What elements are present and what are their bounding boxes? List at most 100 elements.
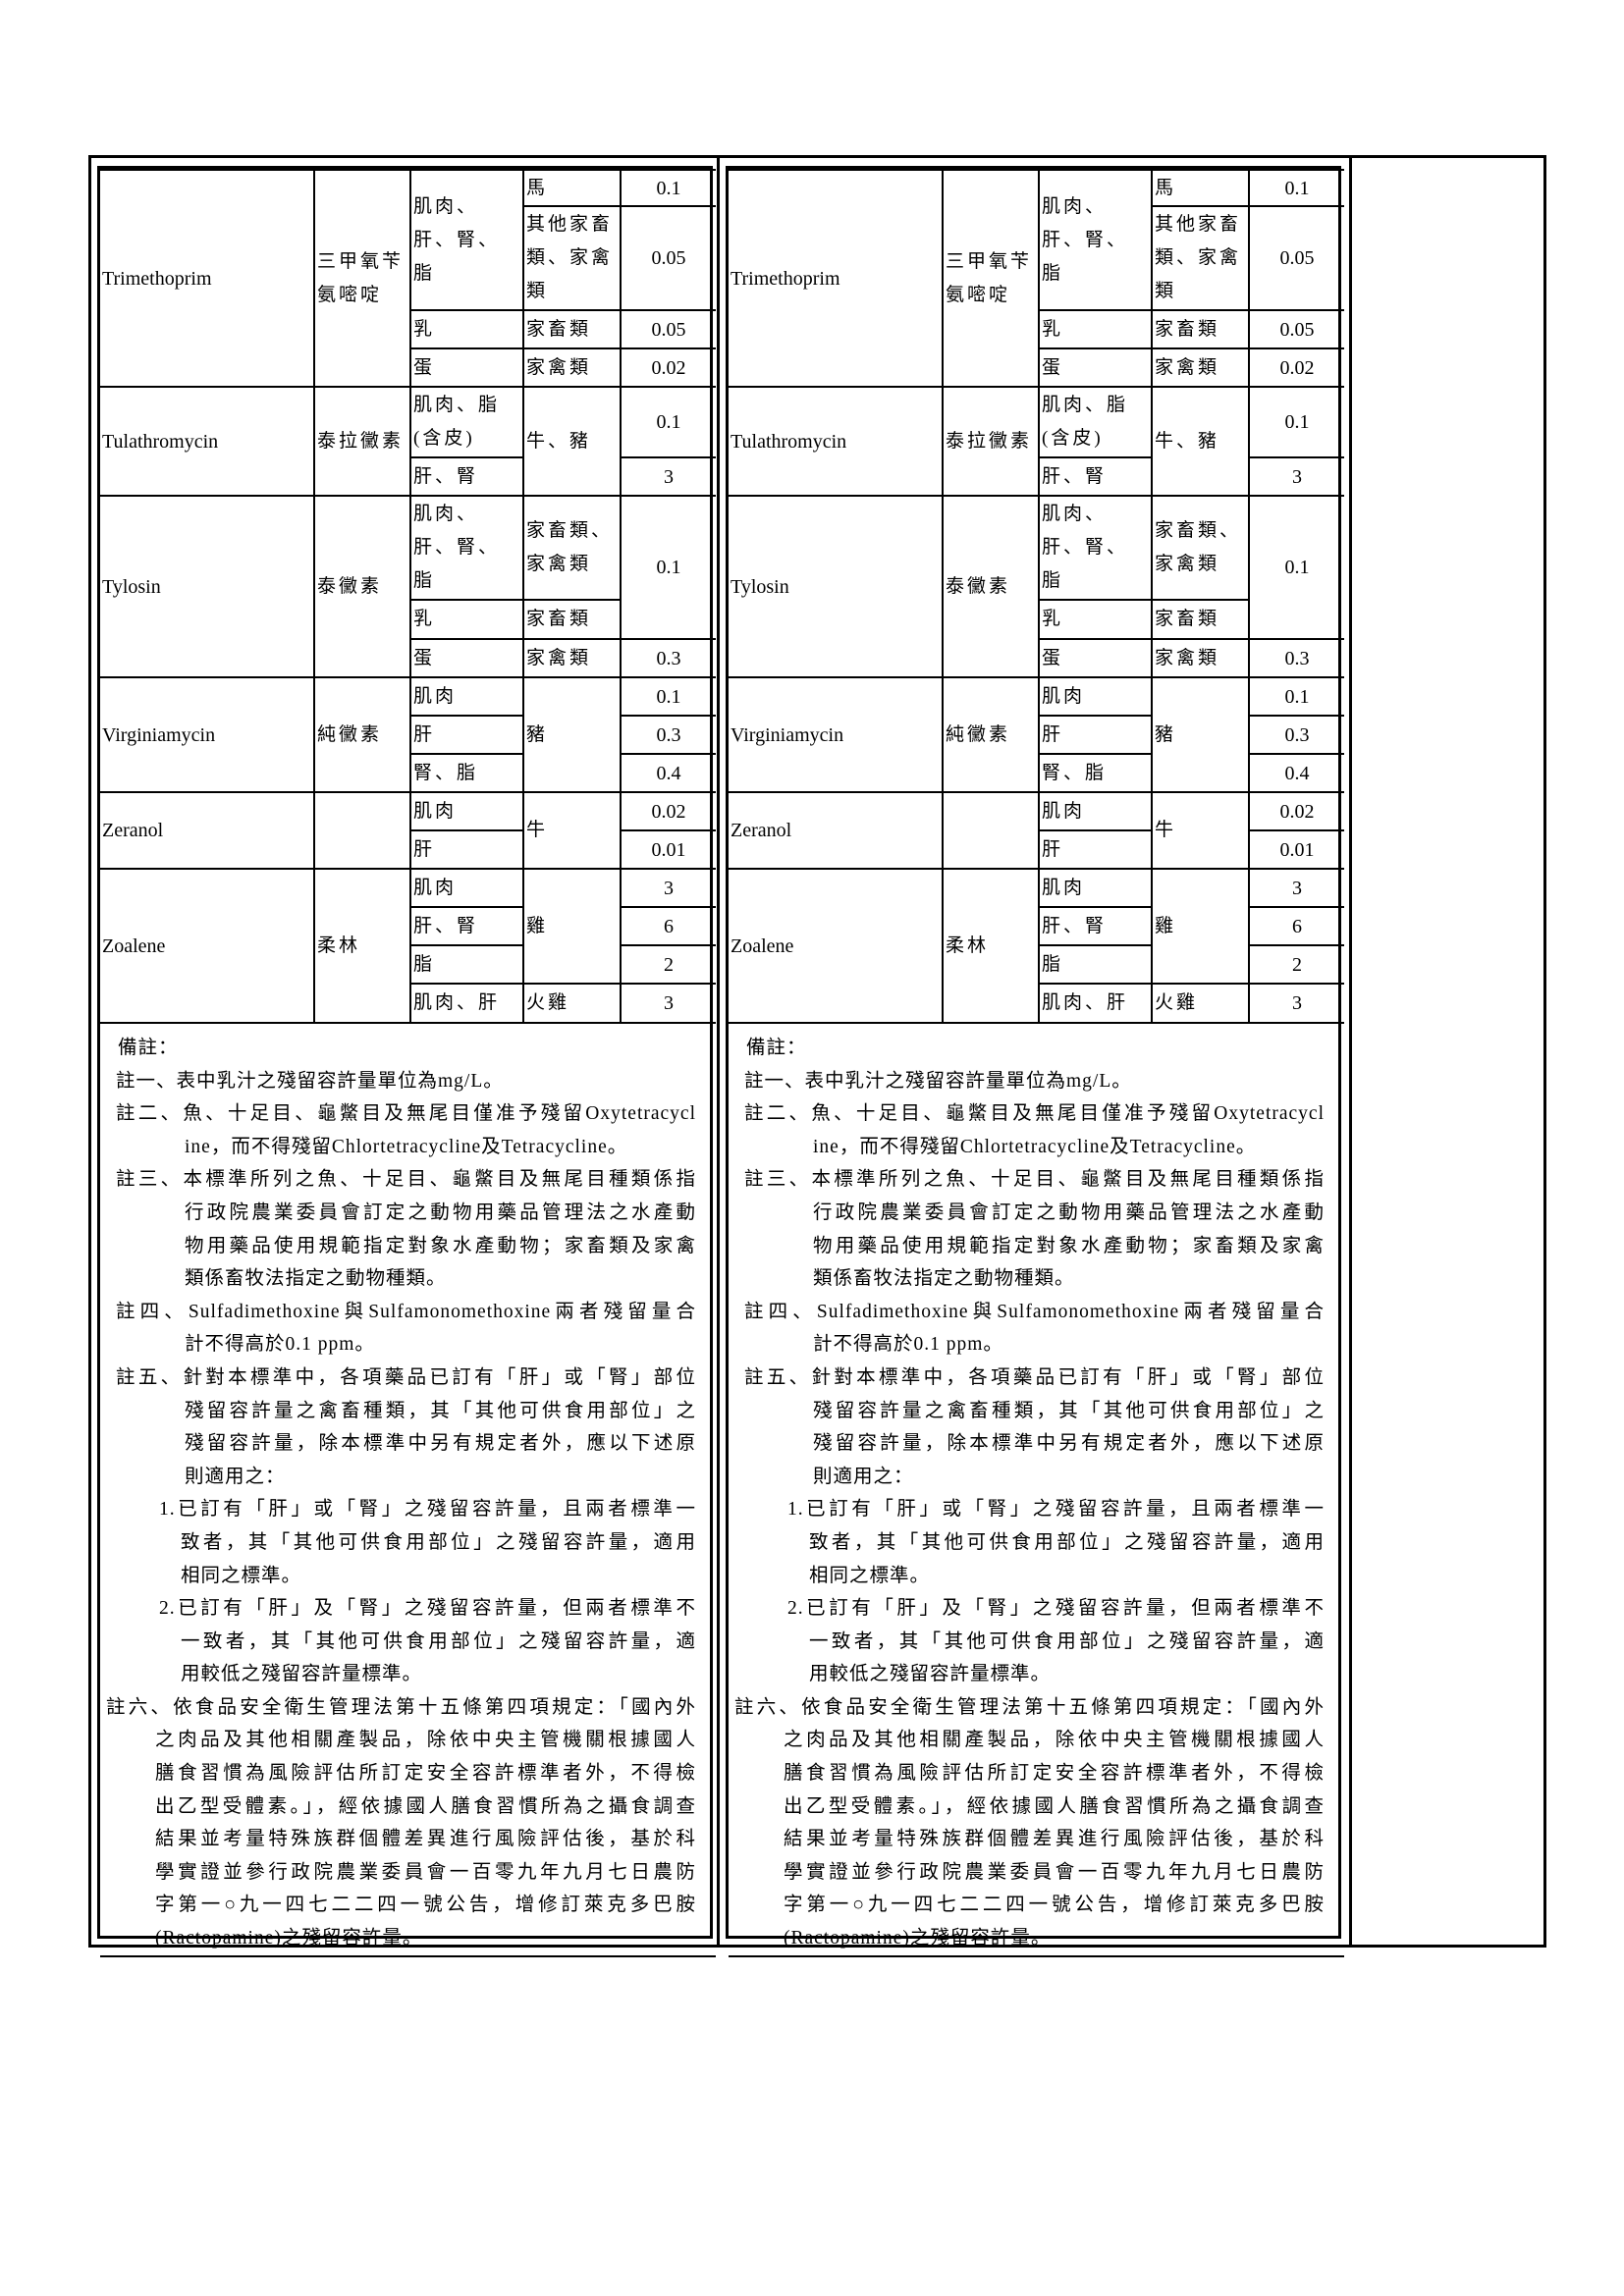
note-line: 註四、Sulfadimethoxine與Sulfamonomethoxine兩者… (744, 1296, 1325, 1329)
table-row: 蛋家禽類 0.3 (100, 638, 716, 678)
drug-name-zh: 泰拉黴素 (313, 386, 411, 497)
table-row: 肝、腎 6 (729, 906, 1344, 946)
note-line: 註六、依食品安全衛生管理法第十五條第四項規定：「國內外 (106, 1691, 696, 1725)
drug-name-en: Trimethoprim (729, 169, 944, 388)
table-row: 乳家畜類 0.05 (100, 309, 716, 349)
tissue-part: 肝、腎 (410, 906, 524, 946)
drug-name-zh: 柔林 (942, 868, 1040, 1024)
tissue-part: 肌肉、脂(含皮) (1038, 386, 1153, 458)
note-line: 結果並考量特殊族群個體差異進行風險評估後，基於科 (744, 1823, 1325, 1856)
note-label: 註三、 (116, 1169, 184, 1191)
tissue-part: 肌肉 (409, 676, 524, 717)
table-row: 肝 0.01 (729, 829, 1344, 870)
drug-name-zh: 泰黴素 (942, 495, 1040, 678)
table-row: Zeranol 肌肉牛 0.02 (729, 791, 1344, 870)
mrl-value: 0.05 (1248, 205, 1344, 311)
notes-cell: 備註： 註一、表中乳汁之殘留容許量單位為mg/L。 註二、魚、十足目、龜鱉目及無尾目… (100, 1022, 716, 1957)
note-text: 學實證並參行政院農業委員會一百零九年九月七日農防 (784, 1861, 1325, 1883)
mrl-value: 0.1 (1248, 676, 1344, 717)
mrl-table: Trimethoprim 三甲氧苄氨嘧啶 肌肉、肝、腎、脂馬 0.1 其他家畜類、家禽類… (100, 169, 716, 1957)
tissue-part: 肝、腎 (1039, 456, 1153, 497)
mrl-value: 0.1 (1248, 169, 1344, 207)
note-text: 類係畜牧法指定之動物種類。 (813, 1268, 1075, 1290)
table-row: Zoalene 柔林 肌肉雞 3 (100, 868, 716, 1024)
animal-type: 家畜類 (522, 309, 622, 349)
note-line: 之肉品及其他相關產製品，除依中央主管機關根據國人 (744, 1724, 1325, 1757)
table-row: 肝、腎 3 (729, 456, 1344, 497)
drug-name-zh (313, 791, 411, 870)
tissue-part: 肝、腎 (1039, 906, 1153, 946)
note-line: 註三、本標準所列之魚、十足目、龜鱉目及無尾目種類係指 (744, 1163, 1325, 1197)
note-line: 註四、Sulfadimethoxine與Sulfamonomethoxine兩者… (116, 1296, 696, 1329)
tissue-part: 乳 (1039, 309, 1153, 349)
note-text: 則適用之： (185, 1466, 286, 1487)
tissue-part: 蛋 (1039, 347, 1153, 388)
table-row: 肝 0.3 (729, 715, 1344, 755)
note-line: 出乙型受體素。」，經依據國人膳食習慣所為之攝食調查 (744, 1790, 1325, 1824)
tissue-part: 肌肉、肝、腎、脂 (409, 495, 524, 601)
animal-type: 家畜類 (1151, 309, 1250, 349)
note-text: 針對本標準中，各項藥品已訂有「肝」或「腎」部位 (183, 1366, 696, 1388)
column-remarks (1352, 158, 1543, 1945)
tissue-part: 腎、脂 (1039, 753, 1153, 793)
note-text: 計不得高於0.1 ppm。 (185, 1334, 375, 1356)
mrl-value: 0.1 (1248, 495, 1344, 640)
note-line: 行政院農業委員會訂定之動物用藥品管理法之水產動 (116, 1197, 696, 1230)
tissue-part: 肝 (1039, 829, 1153, 870)
mrl-value: 0.02 (1248, 347, 1344, 388)
tissue-part: 肌肉、肝、腎、脂 (1038, 169, 1153, 311)
animal-type: 家畜類 (522, 599, 621, 640)
notes-block: 備註： 註一、表中乳汁之殘留容許量單位為mg/L。 註二、魚、十足目、龜鱉目及無尾目… (731, 1024, 1342, 1955)
note-text: 一致者，其「其他可供食用部位」之殘留容許量，適 (181, 1630, 696, 1652)
notes-cell: 備註： 註一、表中乳汁之殘留容許量單位為mg/L。 註二、魚、十足目、龜鱉目及無尾目… (729, 1022, 1344, 1957)
notes-row: 備註： 註一、表中乳汁之殘留容許量單位為mg/L。 註二、魚、十足目、龜鱉目及無尾目… (729, 1022, 1344, 1957)
mrl-value: 0.1 (620, 676, 716, 717)
drug-name-en: Zoalene (100, 868, 315, 1024)
note-text: 字第一○九一四七二二四一號公告，增修訂萊克多巴胺 (155, 1895, 696, 1916)
animal-type: 牛 (522, 791, 622, 870)
mrl-value: 0.02 (620, 791, 716, 831)
note-text: 本標準所列之魚、十足目、龜鱉目及無尾目種類係指 (183, 1169, 696, 1191)
drug-name-zh: 三甲氧苄氨嘧啶 (313, 169, 411, 388)
note-line: 類係畜牧法指定之動物種類。 (116, 1262, 696, 1296)
animal-type: 火雞 (522, 983, 622, 1024)
table-row: 腎、脂 0.4 (100, 753, 716, 793)
note-label: 註四、 (744, 1301, 817, 1322)
mrl-value: 3 (620, 456, 716, 497)
note-line: 註二、魚、十足目、龜鱉目及無尾目僅准予殘留Oxytetracycl (116, 1097, 696, 1131)
note-text: 已訂有「肝」及「腎」之殘留容許量，但兩者標準不 (175, 1598, 696, 1620)
mrl-value: 0.02 (1248, 791, 1344, 831)
mrl-value: 0.4 (1248, 753, 1344, 793)
table-row: 蛋家禽類 0.3 (729, 638, 1344, 678)
drug-name-zh: 三甲氧苄氨嘧啶 (942, 169, 1040, 388)
table-row: Tulathromycin 泰拉黴素 肌肉、脂(含皮) 牛、豬 0.1 (729, 386, 1344, 497)
note-text: 殘留容許量，除本標準中另有規定者外，應以下述原 (185, 1433, 696, 1455)
mrl-value: 2 (620, 944, 716, 985)
note-line: 之肉品及其他相關產製品，除依中央主管機關根據國人 (116, 1724, 696, 1757)
note-text: 表中乳汁之殘留容許量單位為mg/L。 (176, 1070, 504, 1092)
note-text: 相同之標準。 (181, 1565, 302, 1586)
mrl-table: Trimethoprim 三甲氧苄氨嘧啶 肌肉、肝、腎、脂馬 0.1 其他家畜類、家禽類… (729, 169, 1344, 1957)
note-text: 依食品安全衛生管理法第十五條第四項規定：「國內外 (801, 1696, 1325, 1718)
note-line: 註三、本標準所列之魚、十足目、龜鱉目及無尾目種類係指 (116, 1163, 696, 1197)
animal-type: 雞 (522, 868, 622, 985)
tissue-part: 肌肉 (1038, 791, 1153, 831)
subitem-label: 1. (787, 1499, 804, 1521)
column-right: Trimethoprim 三甲氧苄氨嘧啶 肌肉、肝、腎、脂馬 0.1 其他家畜類、家禽類… (720, 158, 1352, 1957)
table-row: 肝、腎 6 (100, 906, 716, 946)
note-line: 殘留容許量，除本標準中另有規定者外，應以下述原 (744, 1427, 1325, 1461)
tissue-part: 蛋 (410, 638, 524, 678)
animal-type: 其他家畜類、家禽類 (523, 205, 622, 311)
note-subitem-line: 1.已訂有「肝」或「腎」之殘留容許量，且兩者標準一 (116, 1493, 696, 1526)
table-row: 肝 0.3 (100, 715, 716, 755)
note-text: 出乙型受體素。」，經依據國人膳食習慣所為之攝食調查 (155, 1795, 696, 1817)
tissue-part: 肌肉 (409, 791, 524, 831)
note-line: (Ractopamine)之殘留容許量。 (744, 1922, 1325, 1955)
note-text: 已訂有「肝」或「腎」之殘留容許量，且兩者標準一 (175, 1499, 696, 1521)
animal-type: 家禽類 (1151, 638, 1250, 678)
note-text: 用較低之殘留容許量標準。 (181, 1664, 423, 1685)
note-subitem-line: 1.已訂有「肝」或「腎」之殘留容許量，且兩者標準一 (744, 1493, 1325, 1526)
mrl-value: 0.1 (620, 495, 716, 640)
note-text: 結果並考量特殊族群個體差異進行風險評估後，基於科 (784, 1829, 1325, 1850)
